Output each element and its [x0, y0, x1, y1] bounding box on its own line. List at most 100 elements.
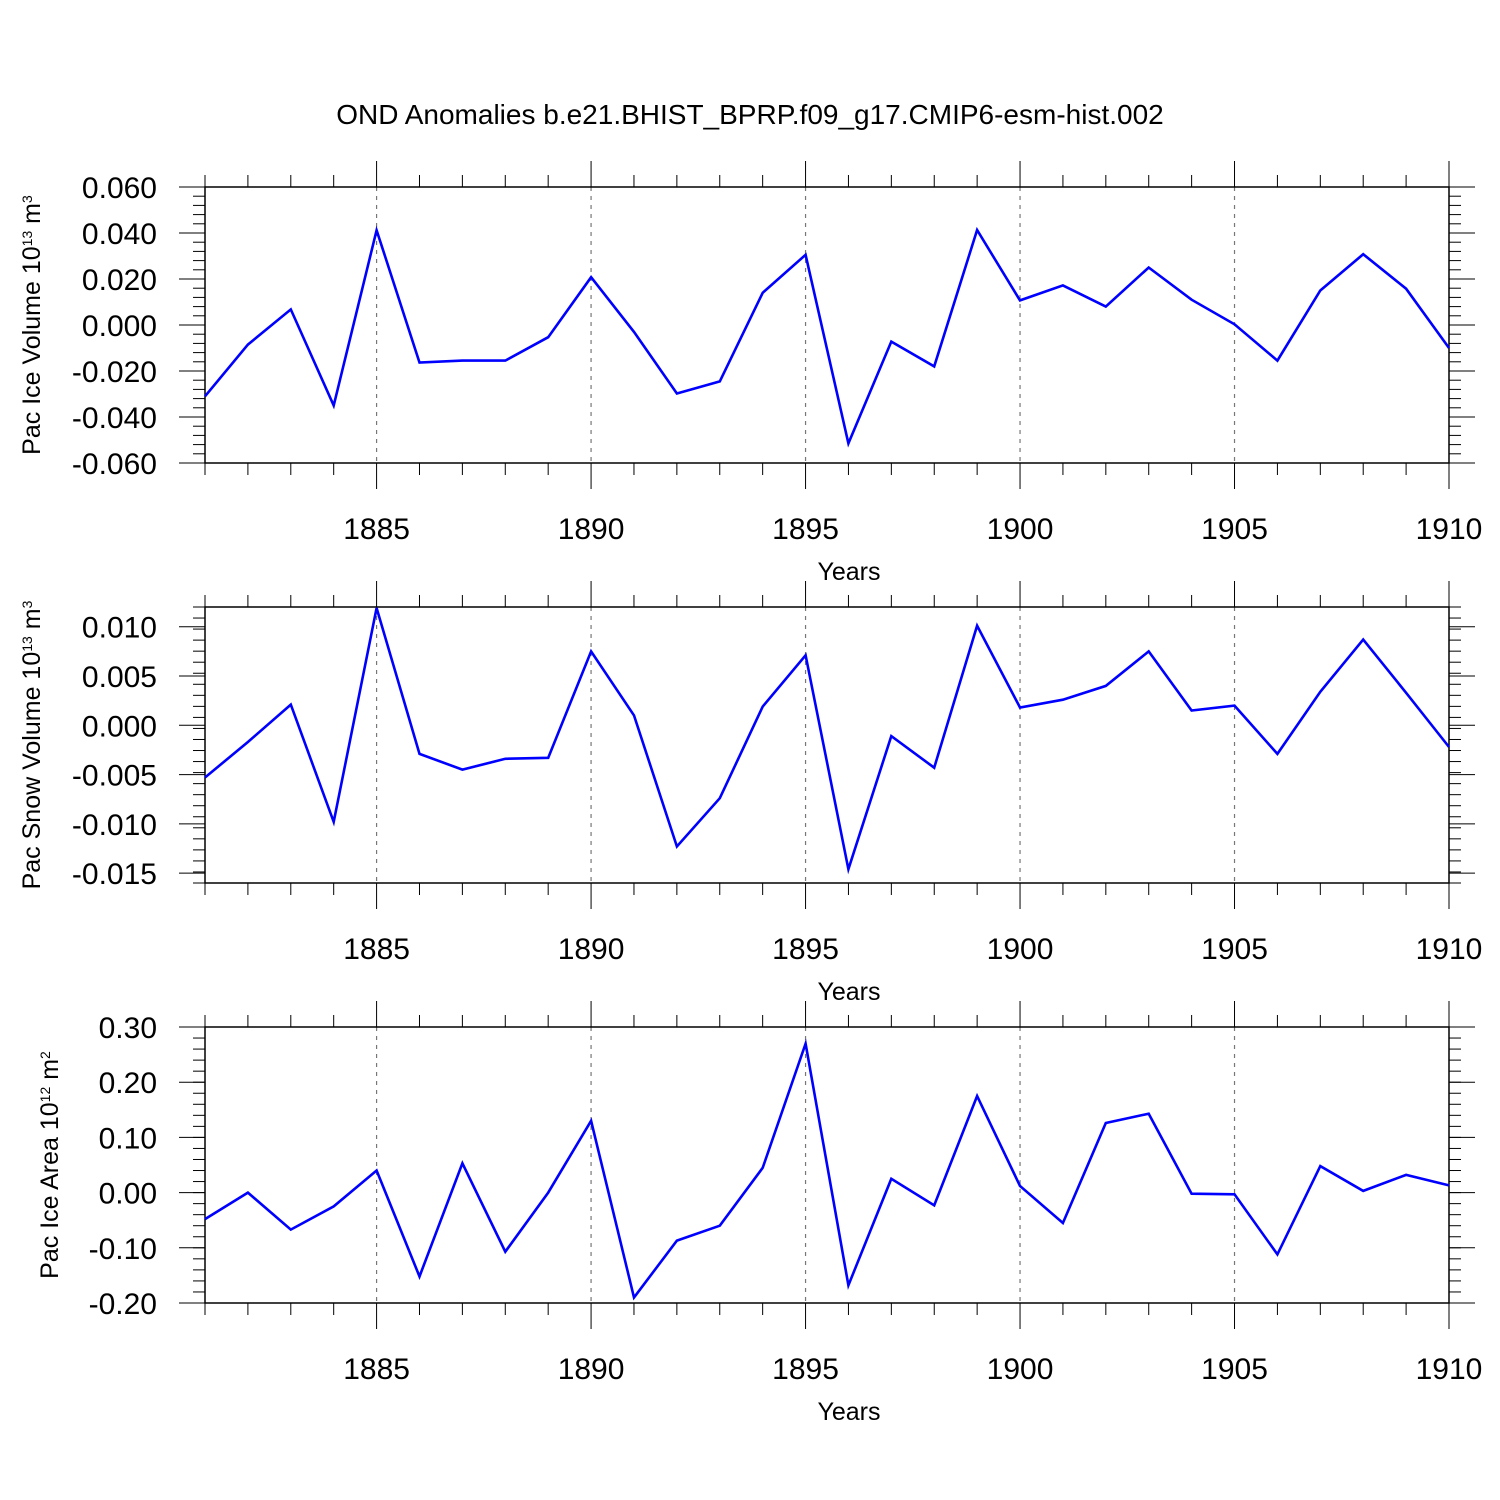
- data-point: [1233, 704, 1237, 708]
- data-point: [589, 1119, 593, 1123]
- data-point: [675, 1239, 679, 1243]
- y-axis-label-text: Pac Ice Area 10: [36, 1102, 64, 1279]
- figure-title: OND Anomalies b.e21.BHIST_BPRP.f09_g17.C…: [336, 99, 1163, 130]
- data-point: [375, 228, 379, 232]
- x-tick-label: 1885: [343, 513, 410, 546]
- plot-frame: [204, 1026, 1450, 1304]
- y-axis-label-superscript: 2: [37, 1051, 53, 1059]
- data-point: [932, 766, 936, 770]
- data-point: [932, 1203, 936, 1207]
- x-tick-label: 1905: [1201, 1353, 1268, 1386]
- y-tick-label: -0.060: [72, 448, 157, 481]
- data-point: [589, 649, 593, 653]
- data-point: [546, 756, 550, 760]
- data-point: [718, 1224, 722, 1228]
- data-point: [889, 1177, 893, 1181]
- data-point: [804, 653, 808, 657]
- x-tick-label: 1895: [772, 933, 839, 966]
- data-point: [503, 1250, 507, 1254]
- y-axis-label-text: Pac Ice Volume 10: [18, 246, 46, 454]
- data-point: [589, 275, 593, 279]
- data-point: [1061, 283, 1065, 287]
- y-tick-label: 0.040: [82, 218, 157, 251]
- x-axis-label: Years: [817, 978, 880, 1006]
- data-point: [804, 253, 808, 257]
- x-tick-label: 1910: [1416, 513, 1483, 546]
- data-point: [1404, 1173, 1408, 1177]
- x-tick-label: 1910: [1416, 1353, 1483, 1386]
- data-point: [246, 1191, 250, 1195]
- x-tick-label: 1890: [558, 1353, 625, 1386]
- data-point: [1190, 298, 1194, 302]
- data-point: [846, 441, 850, 445]
- data-point: [1147, 1112, 1151, 1116]
- data-point: [203, 394, 207, 398]
- data-point: [417, 752, 421, 756]
- data-point: [1147, 266, 1151, 270]
- y-tick-label: 0.060: [82, 172, 157, 205]
- x-axis-label: Years: [817, 558, 880, 586]
- data-point: [1404, 287, 1408, 291]
- data-point: [1147, 649, 1151, 653]
- y-tick-label: 0.000: [82, 310, 157, 343]
- data-point: [332, 404, 336, 408]
- data-point: [246, 343, 250, 347]
- x-tick-label: 1905: [1201, 933, 1268, 966]
- y-tick-label: 0.10: [99, 1122, 157, 1155]
- data-point: [1318, 289, 1322, 293]
- data-point: [1104, 1121, 1108, 1125]
- y-tick-label: -0.005: [72, 760, 157, 793]
- x-tick-label: 1910: [1416, 933, 1483, 966]
- y-tick-label: 0.000: [82, 710, 157, 743]
- y-axis-label: Pac Ice Area 1012 m2: [36, 1051, 64, 1279]
- data-point: [718, 379, 722, 383]
- y-axis-label-superscript: 3: [19, 600, 35, 608]
- data-point: [975, 624, 979, 628]
- y-tick-label: -0.10: [89, 1233, 157, 1266]
- y-tick-label: 0.005: [82, 661, 157, 694]
- y-tick-label: -0.020: [72, 356, 157, 389]
- chart-panel-3: 0.30 0.20 0.10 0.00 -0.10 -0.20 1885 1890 1895 19…: [36, 1001, 1482, 1426]
- data-point: [1447, 745, 1451, 749]
- data-point: [1018, 706, 1022, 710]
- data-point: [632, 330, 636, 334]
- data-point: [246, 740, 250, 744]
- y-axis-label-superscript: 3: [19, 195, 35, 203]
- chart-panel-1: 0.060 0.040 0.020 0.000 -0.020 -0.040 -0.060 18…: [18, 161, 1482, 586]
- y-tick-label: 0.010: [82, 612, 157, 645]
- data-point: [1318, 690, 1322, 694]
- data-point: [1447, 346, 1451, 350]
- data-point: [632, 713, 636, 717]
- y-tick-label: -0.010: [72, 809, 157, 842]
- data-point: [1275, 359, 1279, 363]
- data-point: [1275, 1252, 1279, 1256]
- y-axis-label: Pac Snow Volume 1013 m3: [18, 600, 46, 889]
- data-point: [632, 1295, 636, 1299]
- data-point: [846, 867, 850, 871]
- y-axis-label-superscript: 13: [19, 231, 35, 247]
- data-point: [375, 1169, 379, 1173]
- y-tick-label: 0.20: [99, 1067, 157, 1100]
- x-tick-label: 1905: [1201, 513, 1268, 546]
- data-point: [460, 768, 464, 772]
- data-point: [675, 845, 679, 849]
- data-point: [1361, 252, 1365, 256]
- x-tick-label: 1885: [343, 1353, 410, 1386]
- data-point: [203, 1217, 207, 1221]
- plot-frame: [204, 186, 1450, 464]
- data-point: [889, 340, 893, 344]
- data-point: [675, 392, 679, 396]
- x-tick-label: 1900: [987, 1353, 1054, 1386]
- data-point: [289, 703, 293, 707]
- y-axis-label-text: m: [18, 203, 46, 231]
- data-point: [1104, 684, 1108, 688]
- plot-frame: [204, 606, 1450, 884]
- data-point: [1233, 322, 1237, 326]
- data-point: [1190, 1192, 1194, 1196]
- chart-panel-2: 0.010 0.005 0.000 -0.005 -0.010 -0.015 1885 189…: [18, 581, 1482, 1006]
- data-point: [332, 820, 336, 824]
- data-point: [1061, 698, 1065, 702]
- data-point: [1190, 709, 1194, 713]
- data-point: [761, 291, 765, 295]
